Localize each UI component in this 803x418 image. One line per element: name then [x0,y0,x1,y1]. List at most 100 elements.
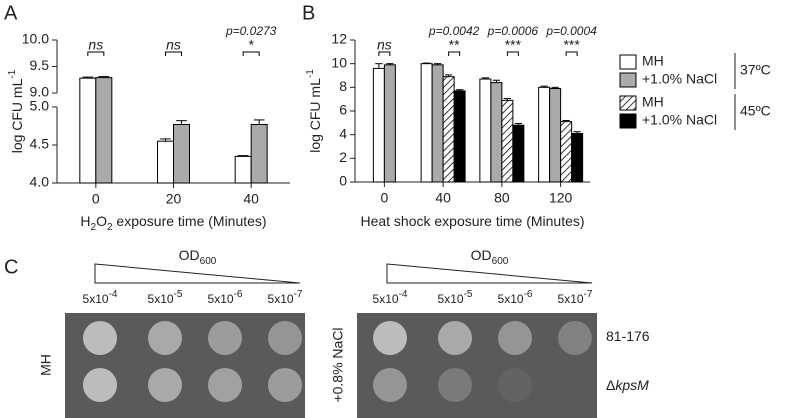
significance-bracket [565,51,578,56]
significance-bracket [165,51,182,56]
condition-label: +0.8% NaCl [330,327,346,402]
legend-group-label: 45ºC [740,103,771,119]
significance-label: *** [563,37,580,53]
x-tick-label: 80 [494,190,510,206]
bar [250,123,268,184]
x-tick-label: 40 [243,191,259,207]
dilution-label: 5x10-7 [268,289,303,306]
x-axis-label-part: Heat shock exposure time (Minutes) [360,213,584,229]
bar [538,86,551,183]
bar [234,155,252,184]
dilution-label: 5x10-5 [148,289,183,306]
strain-label: 81-176 [606,328,650,344]
x-tick-label: 20 [166,191,182,207]
strain-label: ΔkpsM [606,377,649,393]
od-label-part: 600 [492,256,509,267]
bar [549,88,562,183]
strain-label-part: Δ [606,377,615,393]
y-tick-label: 6 [339,102,347,118]
growth-spot [208,321,242,355]
dilution-wedge [94,263,301,284]
dilution-label: 5x10-4 [373,289,408,306]
dilution-label-part: 5x10 [208,292,234,306]
bar [157,140,174,184]
x-axis-label-part: 2 [107,222,113,233]
dilution-label: 5x10-6 [208,289,243,306]
growth-spot [208,368,242,402]
legend-swatch [619,54,637,70]
od-label-part: 600 [200,256,217,267]
growth-spot [498,368,532,402]
dilution-label-part: -7 [584,289,593,300]
panel-label: C [4,256,18,278]
dilution-label-part: -6 [524,289,533,300]
od-label: OD600 [471,247,509,267]
dilution-label-part: 5x10 [268,292,294,306]
growth-spot [498,321,532,355]
growth-spot [438,368,472,402]
x-tick-label: 120 [549,190,573,206]
dilution-label-part: 5x10 [438,292,464,306]
bar [490,82,503,183]
bar [571,132,584,183]
legend-label: MH [642,94,664,110]
dilution-label-part: -6 [234,289,243,300]
growth-spot [148,368,182,402]
dilution-label: 5x10-7 [558,289,593,306]
panel-label: B [302,2,315,24]
x-tick-label: 0 [92,191,100,207]
bar [383,64,396,183]
p-value: p=0.0004 [545,24,597,38]
x-tick-label: 0 [380,190,388,206]
od-label-part: OD [471,247,492,263]
od-label-part: OD [179,247,200,263]
x-axis-label: Heat shock exposure time (Minutes) [360,213,584,229]
legend-swatch [619,113,637,129]
legend-swatch [619,72,637,88]
bar [442,76,455,183]
y-tick-label: 2 [339,149,347,165]
growth-spot [373,321,407,355]
x-tick-label: 40 [435,190,451,206]
p-value: p=0.0042 [428,24,480,38]
dilution-label: 5x10-4 [83,289,118,306]
legend-swatch [619,95,637,111]
dilution-label-part: 5x10 [558,292,584,306]
y-tick-label: 4.5 [30,136,50,152]
growth-spot [268,321,302,355]
bar [173,123,190,184]
y-tick-label: 10 [331,54,347,70]
dilution-wedge [386,263,593,284]
y-tick-label: 5.0 [30,98,50,114]
dilution-label-part: 5x10 [148,292,174,306]
p-value: p=0.0006 [487,24,539,38]
dilution-label-part: 5x10 [83,292,109,306]
bar [431,64,444,183]
y-tick-label: 4.0 [30,174,50,190]
dilution-label-part: 5x10 [373,292,399,306]
y-tick-label: 10.0 [22,31,49,47]
significance-bracket [378,51,391,56]
p-value: p=0.0273 [225,24,277,38]
dilution-label: 5x10-6 [498,289,533,306]
growth-spot [373,368,407,402]
bar [79,77,97,184]
y-tick-label: 4 [339,125,347,141]
y-axis-label-part: -1 [305,69,316,78]
panel-label: A [4,2,18,24]
dilution-label: 5x10-5 [438,289,473,306]
significance-bracket [242,51,260,56]
od-label: OD600 [179,247,217,267]
x-axis-label-part: 2 [91,222,97,233]
dilution-label-part: -4 [109,289,118,300]
significance-bracket [448,51,461,56]
significance-label: ns [166,37,181,53]
bar [372,67,385,183]
dilution-label-part: -7 [294,289,303,300]
bar [512,124,525,183]
significance-label: ** [449,37,460,53]
dilution-label-part: 5x10 [498,292,524,306]
growth-spot [438,321,472,355]
y-tick-label: 9.0 [30,84,50,100]
x-axis-label-part: exposure time (Minutes) [113,213,267,229]
